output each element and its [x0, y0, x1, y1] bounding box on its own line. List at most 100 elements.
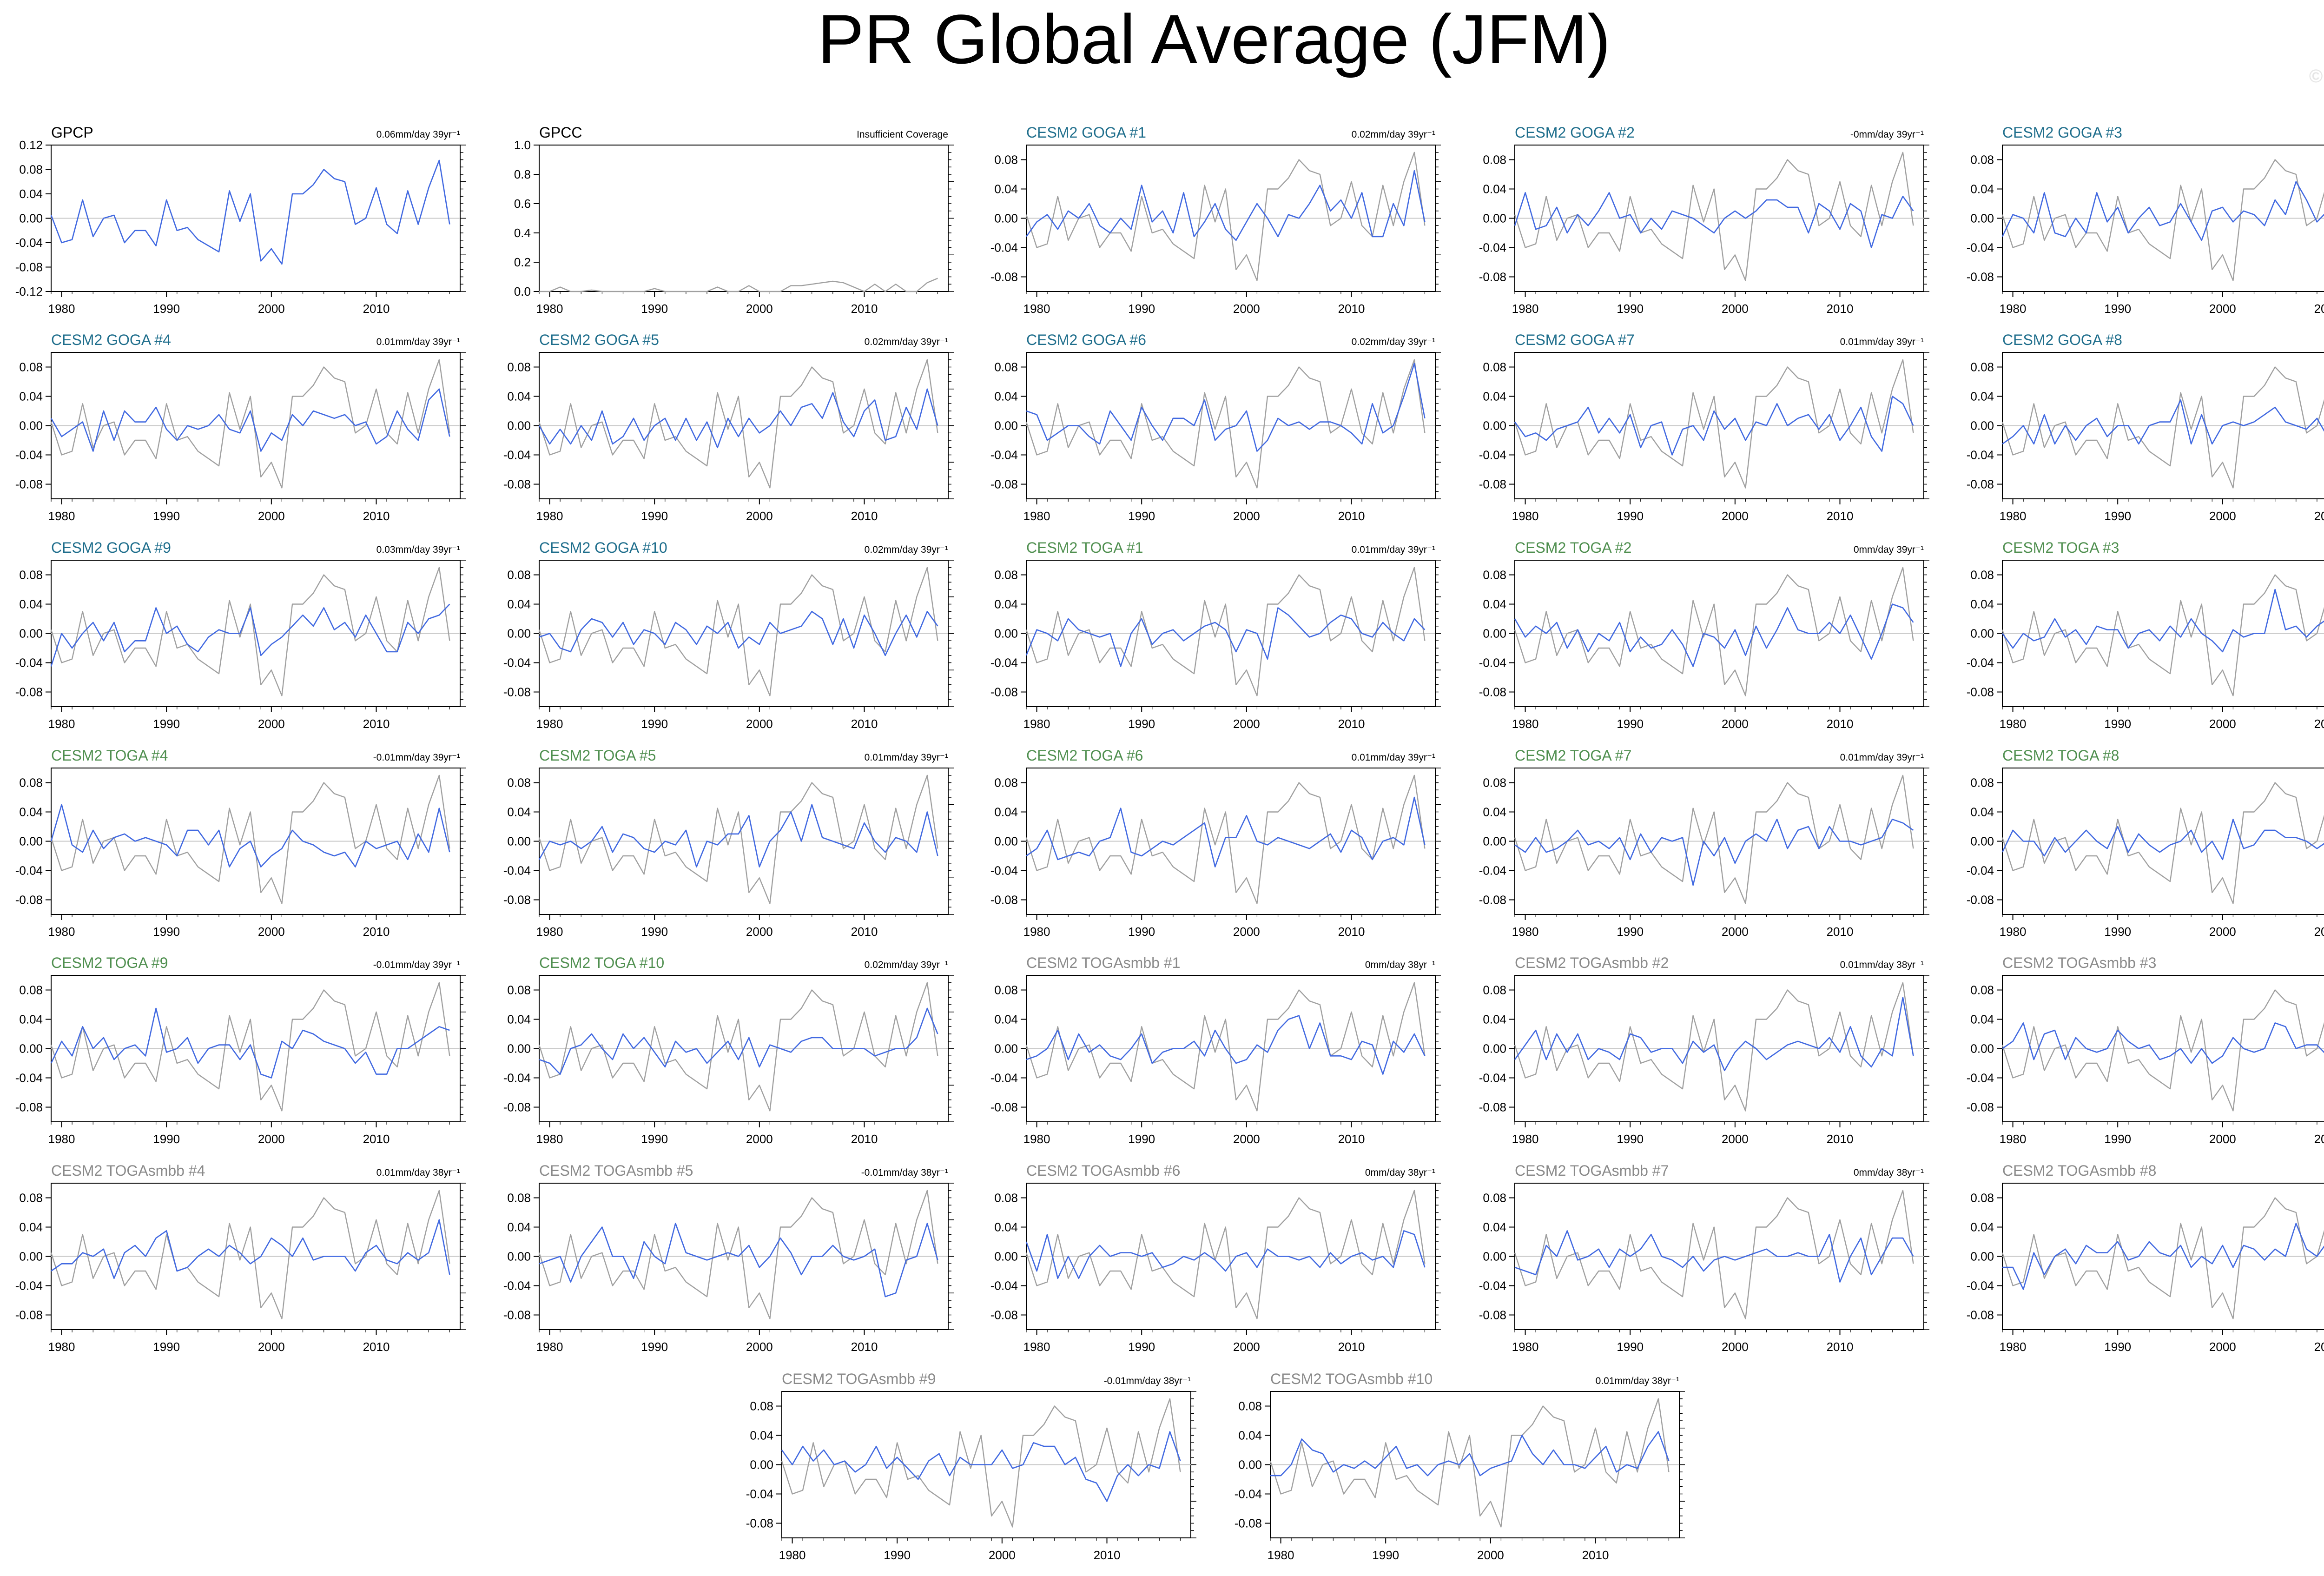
y-tick-label: -0.04	[1967, 448, 1994, 462]
y-tick-label: 0.00	[1970, 834, 1994, 848]
x-tick-label: 1980	[48, 1340, 75, 1354]
panel-title: CESM2 TOGAsmbb #7	[1515, 1162, 1669, 1179]
trend-label: 0.01mm/day 38yr⁻¹	[1840, 960, 1924, 970]
obs-series-line	[781, 1398, 1181, 1528]
y-tick-label: -0.08	[1967, 893, 1994, 907]
y-tick-label: 0.08	[1970, 153, 1994, 167]
panel-4: CESM2 GOGA #2 -0mm/day 39yr⁻¹ -0.08 -0.04 0.…	[1479, 124, 1929, 316]
x-tick-label: 2010	[1338, 1132, 1365, 1146]
y-tick-label: -0.08	[990, 893, 1018, 907]
y-tick-label: 0.00	[19, 627, 43, 641]
y-tick-label: 0.04	[994, 805, 1018, 819]
trend-label: 0mm/day 38yr⁻¹	[1365, 1167, 1435, 1178]
y-tick-label: -0.04	[15, 1279, 43, 1293]
x-tick-label: 1980	[536, 1340, 563, 1354]
x-tick-label: 2000	[258, 717, 285, 731]
y-tick-label: -0.08	[503, 893, 531, 907]
model-series-line	[50, 804, 450, 867]
model-series-line	[1025, 1230, 1426, 1279]
x-tick-label: 1980	[2000, 509, 2027, 523]
x-tick-label: 1990	[641, 509, 668, 523]
x-tick-label: 1980	[48, 1132, 75, 1146]
model-series-line	[539, 1223, 938, 1298]
x-tick-label: 2000	[258, 302, 285, 316]
y-tick-label: -0.04	[990, 1279, 1018, 1293]
panel-title: CESM2 GOGA #9	[51, 539, 171, 556]
obs-series-line	[1514, 359, 1914, 489]
obs-series-line	[50, 982, 450, 1112]
x-tick-label: 1980	[536, 509, 563, 523]
x-tick-label: 2000	[258, 1340, 285, 1354]
y-tick-label: 0.08	[1483, 568, 1506, 582]
y-tick-label: -0.08	[1479, 685, 1506, 699]
y-tick-label: 0.04	[507, 390, 531, 404]
trend-label: 0.01mm/day 39yr⁻¹	[1352, 752, 1435, 763]
model-series-line	[539, 1007, 938, 1075]
x-tick-label: 2010	[363, 1340, 390, 1354]
y-tick-label: 0.04	[507, 597, 531, 611]
trend-label: 0.02mm/day 39yr⁻¹	[865, 960, 948, 970]
x-tick-label: 1990	[153, 1132, 180, 1146]
panel-12: CESM2 GOGA #10 0.02mm/day 39yr⁻¹ -0.08 -0.0…	[503, 539, 954, 731]
obs-series-line	[2001, 989, 2324, 1112]
obs-series-line	[1025, 359, 1426, 489]
x-tick-label: 1980	[48, 717, 75, 731]
y-tick-label: 0.00	[750, 1458, 773, 1472]
obs-series-line	[2001, 782, 2324, 904]
obs-series-line	[1025, 567, 1426, 696]
y-tick-label: 0.08	[1483, 153, 1506, 167]
panel-1: GPCP 0.06mm/day 39yr⁻¹ -0.12 -0.08 -0.04 0.00…	[15, 124, 466, 316]
model-series-line	[50, 388, 450, 452]
y-tick-label: 0.04	[1970, 805, 1994, 819]
x-tick-label: 2010	[1827, 302, 1854, 316]
y-tick-label: -0.04	[15, 1071, 43, 1085]
x-tick-label: 1980	[1512, 509, 1539, 523]
model-series-line	[1270, 1431, 1670, 1477]
y-tick-label: 0.08	[507, 360, 531, 374]
panel-title: CESM2 TOGA #4	[51, 747, 168, 764]
panel-29: CESM2 TOGAsmbb #7 0mm/day 38yr⁻¹ -0.08 -0.0…	[1479, 1162, 1929, 1354]
y-tick-label: -0.04	[1967, 1279, 1994, 1293]
x-tick-label: 2000	[1233, 509, 1260, 523]
x-tick-label: 1990	[1617, 1132, 1644, 1146]
trend-label: 0.06mm/day 39yr⁻¹	[376, 129, 460, 140]
y-tick-label: 0.00	[1483, 419, 1506, 433]
trend-label: 0.02mm/day 39yr⁻¹	[865, 337, 948, 347]
y-tick-label: -0.08	[1967, 270, 1994, 284]
x-tick-label: 2000	[1722, 302, 1749, 316]
panel-title: CESM2 TOGA #3	[2002, 539, 2119, 556]
y-tick-label: -0.04	[1967, 656, 1994, 670]
panel-title: CESM2 TOGA #2	[1515, 539, 1631, 556]
x-tick-label: 2010	[363, 925, 390, 939]
y-tick-label: 0.00	[19, 1250, 43, 1264]
x-tick-label: 1980	[536, 925, 563, 939]
panel-title: CESM2 TOGA #7	[1515, 747, 1631, 764]
y-tick-label: -0.04	[1967, 241, 1994, 255]
trend-label: 0.01mm/day 39yr⁻¹	[1840, 337, 1924, 347]
y-tick-label: -0.08	[1479, 1100, 1506, 1114]
x-tick-label: 1990	[1128, 1132, 1155, 1146]
x-tick-label: 2010	[1827, 1340, 1854, 1354]
y-tick-label: 0.00	[507, 1042, 531, 1056]
y-tick-label: 0.00	[1970, 1250, 1994, 1264]
x-tick-label: 1990	[2104, 717, 2131, 731]
y-tick-label: -0.04	[746, 1487, 773, 1501]
y-tick-label: 0.08	[994, 360, 1018, 374]
obs-series-line	[1514, 775, 1914, 904]
y-tick-label: 0.04	[994, 390, 1018, 404]
y-tick-label: -0.04	[503, 864, 531, 878]
x-tick-label: 2010	[1338, 717, 1365, 731]
y-tick-label: 0.00	[1483, 1042, 1506, 1056]
y-tick-label: -0.04	[1479, 656, 1506, 670]
panel-25: CESM2 TOGAsmbb #3-0.01mm/day 38yr⁻¹-0.08…	[1967, 954, 2324, 1146]
panel-20: CESM2 TOGA #8-0.01mm/day 39yr⁻¹-0.08-0.0…	[1967, 747, 2324, 939]
trend-label: 0mm/day 38yr⁻¹	[1854, 1167, 1924, 1178]
x-tick-label: 2000	[746, 925, 773, 939]
panel-title: CESM2 TOGA #5	[539, 747, 656, 764]
y-tick-label: 0.08	[994, 983, 1018, 997]
model-series-line	[2002, 1223, 2324, 1290]
panel-title: CESM2 TOGAsmbb #10	[1270, 1371, 1433, 1387]
model-series-line	[1514, 997, 1914, 1072]
y-tick-label: -0.08	[1479, 477, 1506, 491]
